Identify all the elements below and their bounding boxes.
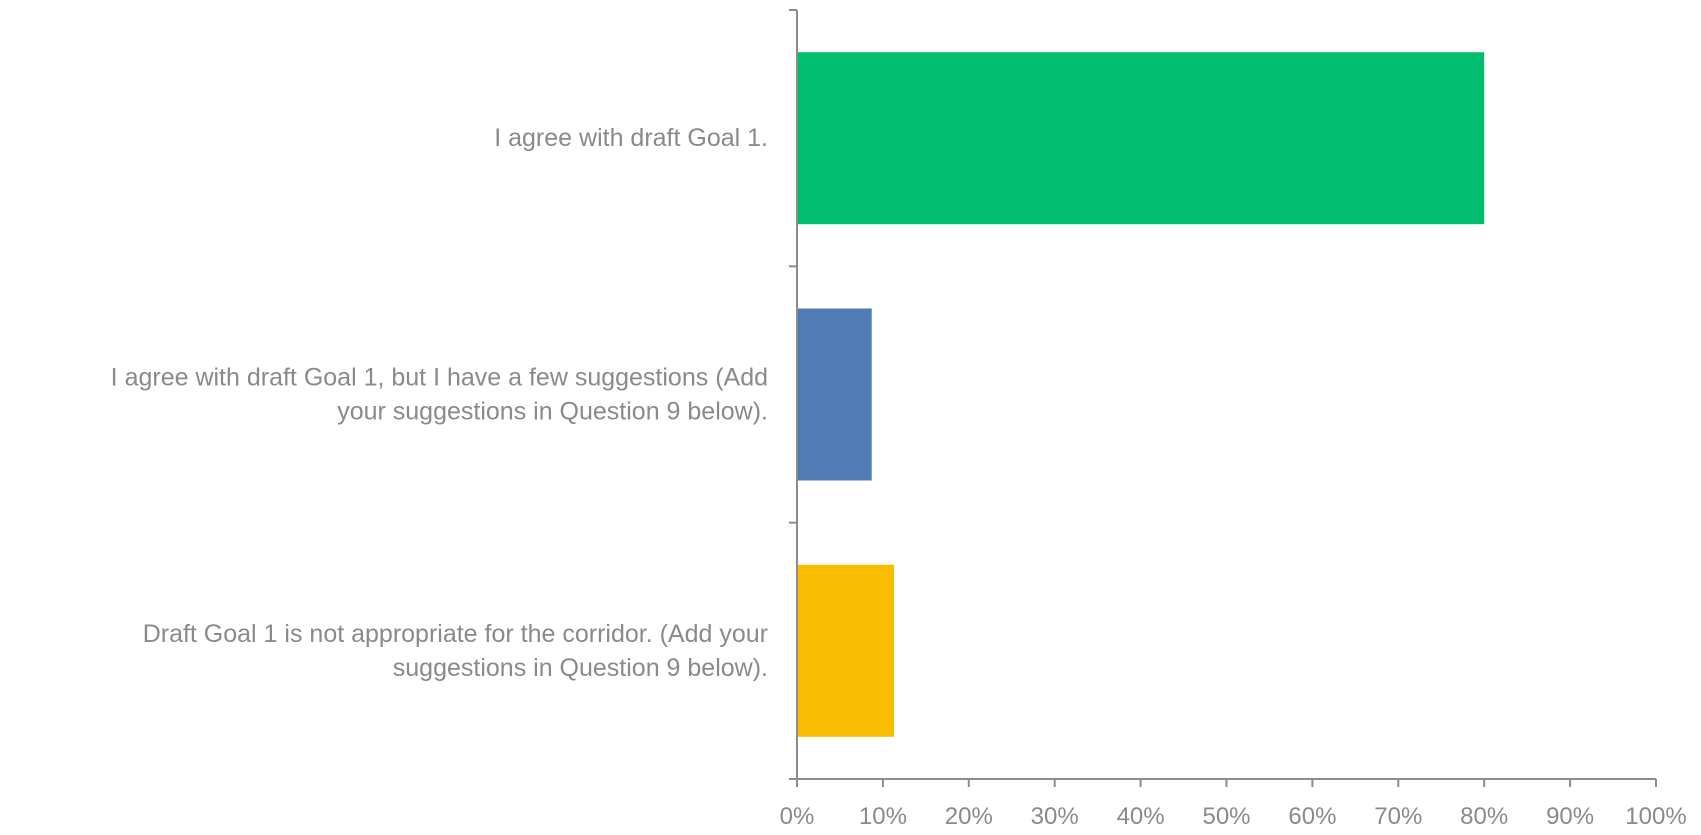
bar-3 (797, 564, 895, 737)
x-tick-label: 90% (1546, 803, 1594, 830)
x-tick-label: 100% (1625, 803, 1686, 830)
x-tick-label: 80% (1460, 803, 1508, 830)
x-tick-label: 50% (1202, 803, 1250, 830)
bar-1 (797, 52, 1485, 225)
x-tick-label: 30% (1031, 803, 1079, 830)
x-tick-label: 40% (1117, 803, 1165, 830)
x-tick-label: 60% (1288, 803, 1336, 830)
x-tick-label: 0% (780, 803, 815, 830)
category-label: I agree with draft Goal 1. (494, 124, 768, 152)
bar-2 (797, 308, 872, 481)
x-tick-label: 20% (945, 803, 993, 830)
x-tick-label: 70% (1374, 803, 1422, 830)
x-tick-label: 10% (859, 803, 907, 830)
category-label: Draft Goal 1 is not appropriate for the … (143, 620, 768, 648)
category-label: suggestions in Question 9 below). (393, 654, 768, 682)
category-label: your suggestions in Question 9 below). (337, 398, 768, 426)
category-label: I agree with draft Goal 1, but I have a … (111, 364, 768, 392)
